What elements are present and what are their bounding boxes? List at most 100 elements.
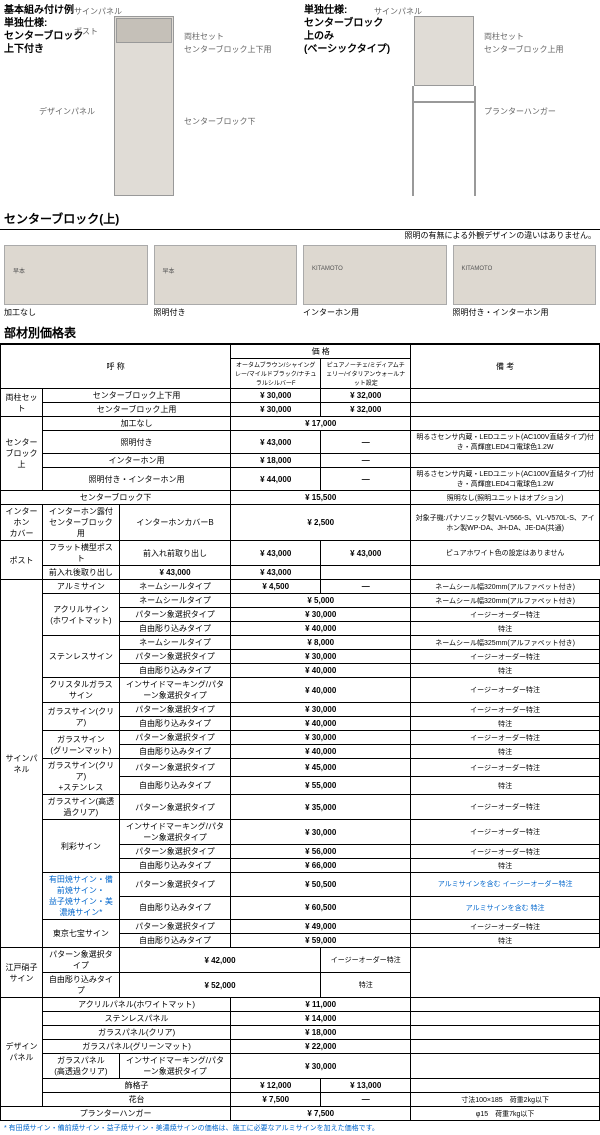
sub2-cell: インターホンカバーB <box>119 505 230 541</box>
remark-cell: イージーオーダー特注 <box>411 820 600 845</box>
price-cell: ¥ 35,000 <box>231 795 411 820</box>
price-cell: ¥ 60,500 <box>231 896 411 920</box>
price-cell: ¥ 40,000 <box>231 622 411 636</box>
table-row: 照明付き¥ 43,000—明るさセンサ内蔵・LEDユニット(AC100V直結タイ… <box>1 431 600 454</box>
price-cell-1: ¥ 30,000 <box>231 403 321 417</box>
config-2: 単独仕様: センターブロック 上のみ (ベーシックタイプ) サインパネル 両柱セ… <box>304 4 596 204</box>
price-cell-1: ¥ 43,000 <box>231 541 321 566</box>
table-footnote: * 有田焼サイン・備前焼サイン・益子焼サイン・美濃焼サインの価格は、施工に必要な… <box>0 1121 600 1135</box>
price-cell-2: — <box>321 454 411 468</box>
price-cell-1: ¥ 7,500 <box>231 1093 321 1107</box>
config-1: 基本組み付け例 単独仕様: センターブロック 上下付き サインパネル ポスト 両… <box>4 4 296 204</box>
remark-cell: 特注 <box>411 777 600 795</box>
top-configs: 基本組み付け例 単独仕様: センターブロック 上下付き サインパネル ポスト 両… <box>0 0 600 208</box>
sub2-cell: パターン象選択タイプ <box>42 948 119 973</box>
sub-cell: 利彩サイン <box>42 820 119 873</box>
price-cell: ¥ 30,000 <box>231 650 411 664</box>
sub2-cell: 自由彫り込みタイプ <box>119 664 230 678</box>
price-cell: ¥ 52,000 <box>119 973 320 998</box>
table-row: アクリルサイン(ホワイトマット)ネームシールタイプ¥ 5,000ネームシール幅3… <box>1 594 600 608</box>
price-cell: ¥ 45,000 <box>231 759 411 777</box>
price-cell: ¥ 50,500 <box>231 873 411 897</box>
sub-cell: ガラスサイン(クリア)+ステンレス <box>42 759 119 795</box>
remark-cell <box>411 403 600 417</box>
table-row: ガラスパネル(グリーンマット)¥ 22,000 <box>1 1040 600 1054</box>
price-cell: ¥ 40,000 <box>231 745 411 759</box>
remark-cell: 特注 <box>411 859 600 873</box>
sub2-cell: 自由彫り込みタイプ <box>119 934 230 948</box>
block-caption: インターホン用 <box>303 307 447 318</box>
remark-cell: イージーオーダー特注 <box>411 678 600 703</box>
price-cell: ¥ 22,000 <box>231 1040 411 1054</box>
sub2-cell: パターン象選択タイプ <box>119 650 230 664</box>
price-cell-1: ¥ 18,000 <box>231 454 321 468</box>
remark-cell <box>411 1040 600 1054</box>
remark-cell: ネームシール幅325mm(アルファベット付き) <box>411 636 600 650</box>
label-post: ポスト <box>74 26 98 37</box>
price-cell: ¥ 55,000 <box>231 777 411 795</box>
remark-cell: ピュアホワイト色の設定はありません <box>411 541 600 566</box>
remark-cell: 照明なし(照明ユニットはオプション) <box>411 491 600 505</box>
sub2-cell: インサイドマーキング/パターン象選択タイプ <box>119 1054 230 1079</box>
sub2-cell: ネームシールタイプ <box>119 580 230 594</box>
sub2-cell: パターン象選択タイプ <box>119 759 230 777</box>
remark-cell: 明るさセンサ内蔵・LEDユニット(AC100V直結タイプ)付き・高輝度LED4コ… <box>411 431 600 454</box>
price-cell: ¥ 40,000 <box>231 717 411 731</box>
price-cell: ¥ 11,000 <box>231 998 411 1012</box>
table-row: クリスタルガラスサインインサイドマーキング/パターン象選択タイプ¥ 40,000… <box>1 678 600 703</box>
table-row: 照明付き・インターホン用¥ 44,000—明るさセンサ内蔵・LEDユニット(AC… <box>1 468 600 491</box>
remark-cell: 特注 <box>411 717 600 731</box>
sub-cell: インターホン露付センターブロック用 <box>42 505 119 541</box>
center-block-item-3: KITAMOTO照明付き・インターホン用 <box>453 245 597 318</box>
price-cell-2: ¥ 32,000 <box>321 403 411 417</box>
sub2-cell: パターン象選択タイプ <box>119 795 230 820</box>
block-image: 早本 <box>4 245 148 305</box>
remark-cell <box>411 417 600 431</box>
sub2-cell: 自由彫り込みタイプ <box>119 777 230 795</box>
sub2-cell: 自由彫り込みタイプ <box>119 717 230 731</box>
remark-cell: イージーオーダー特注 <box>411 920 600 934</box>
remark-cell: イージーオーダー特注 <box>411 759 600 777</box>
price-cell-2: — <box>321 468 411 491</box>
sub-cell: 照明付き・インターホン用 <box>42 468 230 491</box>
price-cell-2: ¥ 32,000 <box>321 389 411 403</box>
price-cell: ¥ 30,000 <box>231 1054 411 1079</box>
remark-cell: イージーオーダー特注 <box>411 845 600 859</box>
sub-cell: インターホン用 <box>42 454 230 468</box>
sub2-cell: 自由彫り込みタイプ <box>119 896 230 920</box>
block-image: 早本 <box>154 245 298 305</box>
price-cell-1: ¥ 44,000 <box>231 468 321 491</box>
price-cell-1: ¥ 30,000 <box>231 389 321 403</box>
table-row: ポストフラット横型ポスト前入れ前取り出し¥ 43,000¥ 43,000ピュアホ… <box>1 541 600 566</box>
sub-cell: ガラスサイン(クリア) <box>42 703 119 731</box>
sub-cell: アクリルパネル(ホワイトマット) <box>42 998 230 1012</box>
remark-cell: イージーオーダー特注 <box>411 795 600 820</box>
table-row: ガラスサイン(クリア)パターン象選択タイプ¥ 30,000イージーオーダー特注 <box>1 703 600 717</box>
price-cell-2: — <box>321 431 411 454</box>
remark-cell: ネームシール幅320mm(アルファベット付き) <box>411 580 600 594</box>
sub-cell: 有田焼サイン・備前焼サイン・益子焼サイン・美濃焼サイン* <box>42 873 119 920</box>
price-cell: ¥ 2,500 <box>231 505 411 541</box>
price-cell: ¥ 17,000 <box>231 417 411 431</box>
table-row: インターホンカバーインターホン露付センターブロック用インターホンカバーB¥ 2,… <box>1 505 600 541</box>
price-cell: ¥ 8,000 <box>231 636 411 650</box>
sub-cell: 加工なし <box>42 417 230 431</box>
table-row: ガラスパネル(高透過クリア)インサイドマーキング/パターン象選択タイプ¥ 30,… <box>1 1054 600 1079</box>
sub2-cell: ネームシールタイプ <box>119 594 230 608</box>
price-cell: ¥ 5,000 <box>231 594 411 608</box>
th-price2: ピュアノーチェ/ミディアムチェリー/イタリアンウォールナット設定 <box>321 359 411 389</box>
table-row: 前入れ後取り出し¥ 43,000¥ 43,000 <box>1 566 600 580</box>
block-caption: 照明付き・インターホン用 <box>453 307 597 318</box>
label-design-panel: デザインパネル <box>39 106 95 117</box>
price-cell: ¥ 30,000 <box>231 731 411 745</box>
remark-cell <box>411 1026 600 1040</box>
price-cell: ¥ 42,000 <box>119 948 320 973</box>
price-table-header: 部材別価格表 <box>0 322 600 344</box>
remark-cell: アルミサインを含む 特注 <box>411 896 600 920</box>
price-cell-2: — <box>321 1093 411 1107</box>
center-block-item-1: 早本照明付き <box>154 245 298 318</box>
table-row: インターホン用¥ 18,000— <box>1 454 600 468</box>
th-price1: オータムブラウン/シャイングレー/マイルドブラック/ナチュラルシルバーF <box>231 359 321 389</box>
remark-cell: 特注 <box>411 664 600 678</box>
table-row: センターブロック上加工なし¥ 17,000 <box>1 417 600 431</box>
